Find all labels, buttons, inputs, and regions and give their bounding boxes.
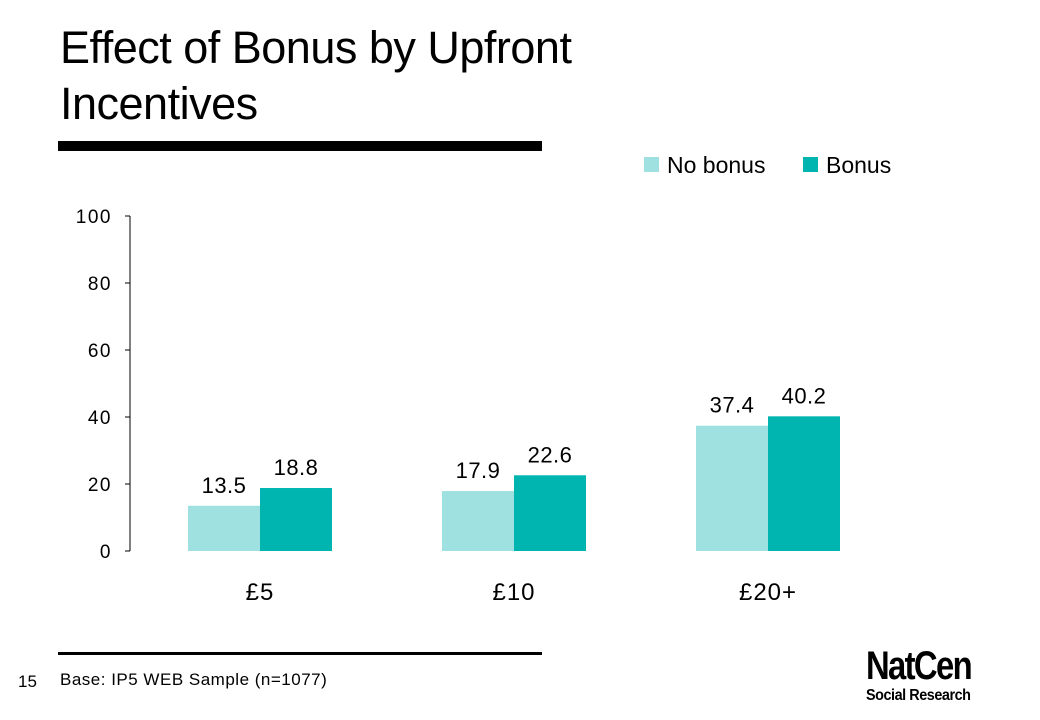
bar-bonus xyxy=(514,475,586,551)
legend-label: No bonus xyxy=(667,152,765,178)
legend-label: Bonus xyxy=(826,152,891,178)
slide-title: Effect of Bonus by Upfront Incentives xyxy=(60,22,572,129)
x-category-label: £20+ xyxy=(739,579,797,606)
data-label: 13.5 xyxy=(202,473,247,498)
natcen-logo: NatCen Social Research xyxy=(866,646,986,704)
legend-swatch xyxy=(803,157,818,172)
bar-no-bonus xyxy=(442,491,514,551)
page-number: 15 xyxy=(18,672,37,691)
x-category-label: £5 xyxy=(246,579,275,606)
y-tick-label: 0 xyxy=(100,542,112,563)
bar-chart: 0 20 40 60 80 100 13.5 18.8 £5 17.9 22.6 £10 37.4 40.… xyxy=(76,152,891,606)
logo-sub-text: Social Research xyxy=(866,687,971,704)
y-tick-label: 20 xyxy=(88,475,112,496)
y-tick-label: 40 xyxy=(88,408,112,429)
data-label: 22.6 xyxy=(528,442,573,467)
y-tick-label: 60 xyxy=(88,341,112,362)
bar-bonus xyxy=(768,416,840,551)
data-label: 37.4 xyxy=(710,393,755,418)
bar-no-bonus xyxy=(188,505,260,551)
bar-bonus xyxy=(260,488,332,551)
title-underline xyxy=(58,141,542,151)
logo-main-text: NatCen xyxy=(866,644,973,688)
x-category-label: £10 xyxy=(492,579,535,606)
footer-rule xyxy=(58,652,542,655)
legend-swatch xyxy=(644,157,659,172)
y-tick-label: 100 xyxy=(76,207,112,228)
data-label: 17.9 xyxy=(456,458,501,483)
data-label: 40.2 xyxy=(782,383,827,408)
bar-no-bonus xyxy=(696,425,768,551)
data-label: 18.8 xyxy=(274,455,319,480)
y-tick-label: 80 xyxy=(88,274,112,295)
base-note: Base: IP5 WEB Sample (n=1077) xyxy=(60,670,328,689)
